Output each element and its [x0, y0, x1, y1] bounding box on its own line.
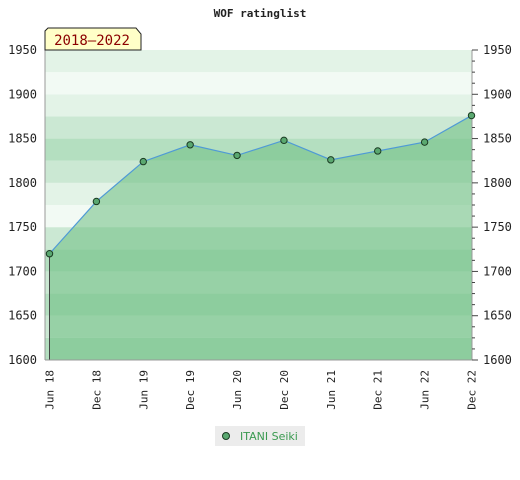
background-band	[45, 116, 472, 139]
y-tick-label-right: 1900	[483, 87, 512, 101]
x-tick-label: Dec 21	[372, 370, 385, 410]
area-layer	[49, 115, 472, 361]
x-tick-label: Jun 19	[137, 370, 150, 410]
x-tick-label: Dec 22	[466, 370, 479, 410]
legend-label: ITANI Seiki	[240, 430, 298, 443]
y-tick-label-left: 1600	[8, 353, 37, 367]
y-tick-label-right: 1800	[483, 176, 512, 190]
legend-marker	[222, 432, 230, 440]
period-badge: 2018–2022	[44, 27, 142, 51]
data-point	[186, 141, 194, 149]
background-band	[45, 94, 472, 117]
y-axis-right: 1600 1650 1700 1750 1800 1850 1900 1950	[472, 43, 512, 367]
chart-title: WOF ratinglist	[214, 7, 307, 20]
y-tick-label-right: 1850	[483, 132, 512, 146]
data-point	[233, 151, 241, 160]
y-tick-label-left: 1750	[8, 220, 37, 234]
data-point	[467, 111, 476, 120]
x-tick-label: Jun 21	[325, 370, 338, 410]
legend: ITANI Seiki	[215, 426, 305, 446]
series-area	[49, 115, 472, 361]
y-tick-label-left: 1700	[8, 264, 37, 278]
background-band	[45, 72, 472, 95]
x-tick-label: Dec 20	[278, 370, 291, 410]
y-tick-label-right: 1600	[483, 353, 512, 367]
data-point	[374, 147, 382, 155]
x-tick-label: Dec 19	[184, 370, 197, 410]
x-tick-label: Jun 22	[419, 370, 432, 410]
y-tick-label-left: 1800	[8, 176, 37, 190]
y-tick-label-right: 1700	[483, 264, 512, 278]
data-point	[327, 156, 335, 164]
data-point	[139, 157, 147, 166]
y-tick-label-right: 1950	[483, 43, 512, 57]
y-tick-label-right: 1750	[483, 220, 512, 234]
x-tick-label: Jun 18	[44, 370, 57, 410]
x-tick-label: Jun 20	[231, 370, 244, 410]
y-tick-label-left: 1900	[8, 87, 37, 101]
y-tick-label-left: 1650	[8, 309, 37, 323]
y-axis-left: 1600 1650 1700 1750 1800 1850 1900 1950	[8, 43, 37, 367]
y-tick-label-left: 1850	[8, 132, 37, 146]
background-band	[45, 50, 472, 73]
data-point	[280, 136, 288, 145]
y-tick-label-right: 1650	[483, 309, 512, 323]
x-axis: Jun 18 Dec 18 Jun 19 Dec 19 Jun 20 Dec 20 Jun …	[44, 370, 479, 410]
series-line	[49, 115, 472, 255]
data-point	[45, 250, 54, 258]
data-point	[420, 138, 429, 146]
data-point	[92, 197, 101, 206]
x-tick-label: Dec 18	[90, 370, 103, 410]
y-tick-label-left: 1950	[8, 43, 37, 57]
data-points	[45, 111, 476, 258]
period-badge-label: 2018–2022	[54, 33, 130, 49]
